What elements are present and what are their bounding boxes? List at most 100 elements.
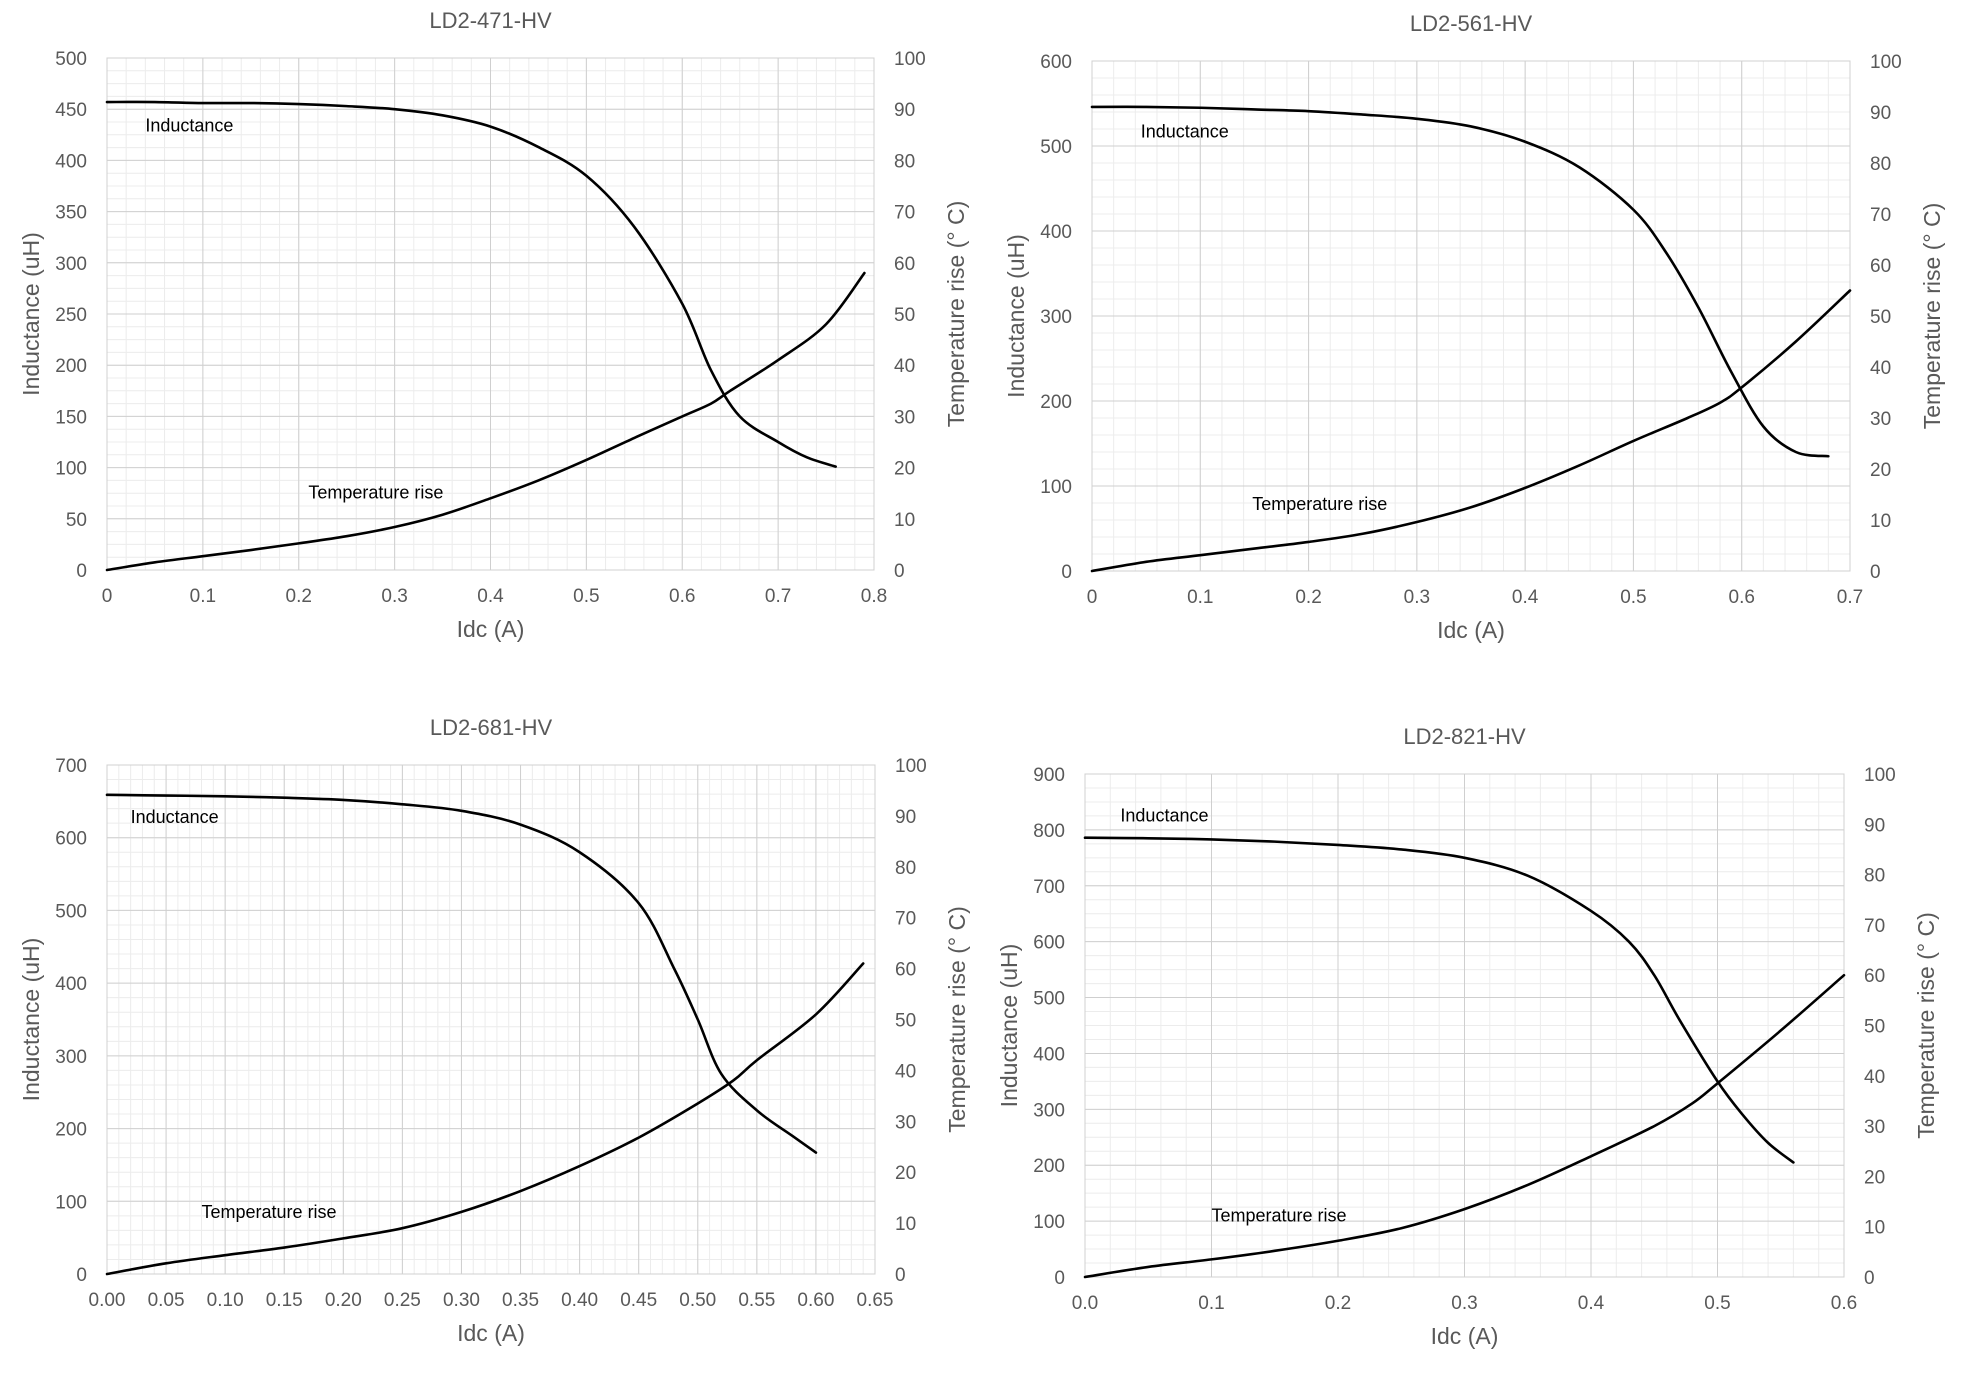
y2-tick-label: 50 xyxy=(895,1011,916,1032)
y2-tick-label: 60 xyxy=(1870,256,1891,277)
y-tick-label: 600 xyxy=(1033,933,1065,954)
chart-panel-ld2-681: LD2-681-HV 0.00 0.05 0.10 0.15 0.20 0.25 0.30 0.… xyxy=(0,685,981,1370)
chart-svg-ld2-821: LD2-821-HV0.0 0.1 0.2 0.3 0.4 0.5 0.6010020030… xyxy=(996,724,1939,1349)
y2-tick-label: 20 xyxy=(1870,460,1891,481)
y-tick-label: 300 xyxy=(1033,1100,1065,1121)
x-tick-label: 0.5 xyxy=(1704,1293,1730,1314)
x-tick-label: 0.60 xyxy=(797,1290,834,1311)
chart-title: LD2-471-HV xyxy=(429,8,552,33)
y2-tick-label: 60 xyxy=(1864,966,1885,987)
inductance-label: Inductance xyxy=(1120,806,1208,826)
y2-tick-label: 30 xyxy=(894,407,915,428)
plot-frame xyxy=(106,764,876,1275)
temperature-rise-curve xyxy=(1090,289,1852,573)
plot-frame xyxy=(1091,60,1851,572)
y-tick-label: 450 xyxy=(55,100,87,121)
x-tick-label: 0.1 xyxy=(1198,1293,1224,1314)
x-tick-label: 0 xyxy=(1087,587,1098,608)
y-tick-label: 100 xyxy=(1033,1212,1065,1233)
inductance-curve xyxy=(105,100,837,468)
y2-tick-label: 90 xyxy=(1864,815,1885,836)
x-tick-label: 0 xyxy=(102,586,113,607)
y-tick-label: 100 xyxy=(55,1192,87,1213)
x-tick-label: 0.25 xyxy=(384,1290,421,1311)
x-tick-label: 0.30 xyxy=(443,1290,480,1311)
x-tick-label: 0.1 xyxy=(1187,587,1213,608)
y-tick-label: 500 xyxy=(1033,989,1065,1010)
temperature-rise-curve xyxy=(1083,973,1846,1279)
inductance-curve xyxy=(105,793,818,1154)
chart-panel-ld2-561: LD2-561-HV 0 0.1 0.2 0.3 0.4 0.5 0.6 0.7 0 100 200 3… xyxy=(981,0,1962,685)
y2-tick-label: 10 xyxy=(894,510,915,531)
y-tick-label: 300 xyxy=(1040,307,1072,328)
y2-tick-label: 30 xyxy=(1870,409,1891,430)
y-tick-label: 400 xyxy=(55,974,87,995)
y2-tick-label: 80 xyxy=(894,151,915,172)
y-tick-label: 400 xyxy=(55,151,87,172)
y-tick-label: 200 xyxy=(1033,1156,1065,1177)
temperature-rise-label: Temperature rise xyxy=(1212,1206,1347,1226)
y2-tick-label: 90 xyxy=(1870,103,1891,124)
x-tick-label: 0.7 xyxy=(765,586,791,607)
temperature-rise-label: Temperature rise xyxy=(202,1202,337,1222)
x-tick-label: 0.50 xyxy=(679,1290,716,1311)
inductance-label: Inductance xyxy=(131,807,219,827)
y2-tick-label: 100 xyxy=(1870,52,1902,73)
y2-tick-label: 90 xyxy=(895,807,916,828)
y2-tick-label: 30 xyxy=(895,1112,916,1133)
y2-tick-label: 20 xyxy=(894,459,915,480)
y-tick-label: 350 xyxy=(55,203,87,224)
x-tick-label: 0.35 xyxy=(502,1290,539,1311)
y-tick-label: 300 xyxy=(55,1047,87,1068)
x-tick-label: 0.5 xyxy=(1620,587,1646,608)
x-axis-label: Idc (A) xyxy=(1437,617,1505,643)
y2-tick-label: 40 xyxy=(1870,358,1891,379)
y-tick-label: 0 xyxy=(76,561,87,582)
chart-panel-ld2-821: LD2-821-HV 0.0 0.1 0.2 0.3 0.4 0.5 0.6 0 100 200 30… xyxy=(981,685,1962,1370)
y2-tick-label: 70 xyxy=(1864,916,1885,937)
x-tick-label: 0.05 xyxy=(148,1290,185,1311)
y-tick-label: 100 xyxy=(1040,477,1072,498)
y-tick-label: 0 xyxy=(1061,562,1072,583)
inductance-label: Inductance xyxy=(145,116,233,136)
y-tick-label: 600 xyxy=(1040,52,1072,73)
x-tick-label: 0.4 xyxy=(1578,1293,1605,1314)
y-tick-label: 250 xyxy=(55,305,87,326)
y2-tick-label: 10 xyxy=(1870,511,1891,532)
inductance-curve xyxy=(1083,836,1795,1164)
y-tick-label: 400 xyxy=(1040,222,1072,243)
x-tick-label: 0.4 xyxy=(1512,587,1539,608)
x-tick-label: 0.10 xyxy=(207,1290,244,1311)
y-axis-label: Inductance (uH) xyxy=(996,944,1022,1108)
y2-tick-label: 50 xyxy=(1864,1017,1885,1038)
temperature-rise-curve xyxy=(105,271,866,572)
y-axis-label: Inductance (uH) xyxy=(18,938,44,1102)
y2-axis-label: Temperature rise (° C) xyxy=(1919,203,1945,429)
x-tick-label: 0.2 xyxy=(286,586,312,607)
y-tick-label: 700 xyxy=(1033,877,1065,898)
y2-tick-label: 10 xyxy=(895,1214,916,1235)
x-tick-label: 0.55 xyxy=(738,1290,775,1311)
y2-tick-label: 100 xyxy=(894,49,926,70)
x-tick-label: 0.7 xyxy=(1837,587,1863,608)
y-tick-label: 150 xyxy=(55,407,87,428)
y2-tick-label: 0 xyxy=(895,1265,906,1286)
x-tick-label: 0.2 xyxy=(1295,587,1321,608)
y-tick-label: 600 xyxy=(55,829,87,850)
y2-tick-label: 80 xyxy=(895,858,916,879)
chart-svg-ld2-561: LD2-561-HV0 0.1 0.2 0.3 0.4 0.5 0.6 0.701002003… xyxy=(1003,11,1945,643)
y2-tick-label: 60 xyxy=(894,254,915,275)
x-tick-label: 0.00 xyxy=(89,1290,126,1311)
x-tick-label: 0.20 xyxy=(325,1290,362,1311)
temperature-rise-label: Temperature rise xyxy=(1252,494,1387,514)
y2-tick-label: 20 xyxy=(1864,1167,1885,1188)
y-tick-label: 400 xyxy=(1033,1044,1065,1065)
y2-tick-label: 60 xyxy=(895,960,916,981)
y2-tick-label: 0 xyxy=(1864,1268,1875,1289)
x-tick-label: 0.6 xyxy=(1729,587,1755,608)
x-axis-label: Idc (A) xyxy=(1431,1323,1499,1349)
y-tick-label: 500 xyxy=(1040,137,1072,158)
y2-axis-label: Temperature rise (° C) xyxy=(1913,912,1939,1138)
y-tick-label: 900 xyxy=(1033,765,1065,786)
y2-tick-label: 0 xyxy=(1870,562,1881,583)
